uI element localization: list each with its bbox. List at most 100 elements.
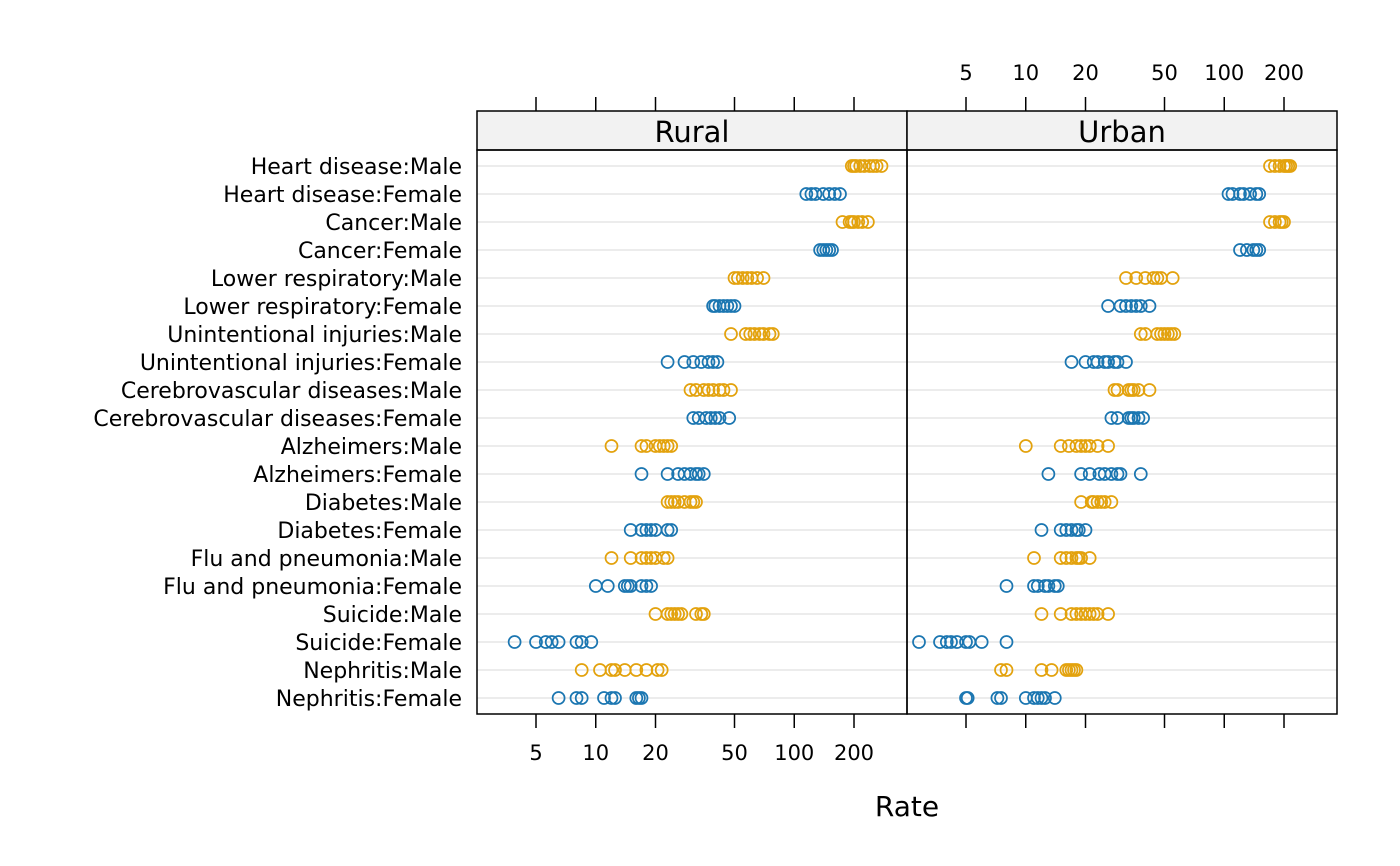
category-label: Unintentional injuries:Female bbox=[140, 351, 462, 376]
data-point bbox=[727, 299, 742, 313]
data-point bbox=[1090, 495, 1105, 509]
data-point bbox=[738, 327, 753, 341]
data-point bbox=[686, 411, 701, 425]
data-point bbox=[716, 383, 731, 397]
data-point bbox=[660, 355, 675, 369]
panel-title-rural: Rural bbox=[655, 115, 730, 149]
panel-border bbox=[906, 149, 1338, 715]
data-point bbox=[1243, 187, 1257, 201]
x-tick-label: 20 bbox=[642, 741, 669, 765]
category-label: Suicide:Male bbox=[323, 603, 462, 628]
category-label: Cancer:Female bbox=[298, 239, 462, 264]
data-point bbox=[1053, 523, 1068, 537]
data-point bbox=[1101, 607, 1115, 621]
data-point bbox=[634, 579, 649, 593]
data-point bbox=[944, 635, 958, 649]
data-point bbox=[608, 663, 622, 677]
data-point bbox=[1050, 579, 1065, 593]
data-point bbox=[1101, 439, 1115, 453]
data-point bbox=[1104, 495, 1119, 509]
data-point bbox=[1277, 215, 1291, 229]
data-point bbox=[1133, 327, 1148, 341]
category-label: Suicide:Female bbox=[295, 631, 462, 656]
data-point bbox=[1252, 187, 1267, 201]
data-point bbox=[1263, 159, 1277, 173]
x-tick-label: 5 bbox=[959, 61, 972, 85]
x-tick-label: 5 bbox=[529, 741, 542, 765]
data-point bbox=[1082, 439, 1097, 453]
data-point bbox=[708, 411, 723, 425]
data-point bbox=[1268, 215, 1282, 229]
data-point bbox=[1101, 355, 1115, 369]
data-point bbox=[994, 691, 1008, 705]
data-point bbox=[1086, 355, 1101, 369]
data-point bbox=[696, 383, 711, 397]
data-point bbox=[959, 635, 973, 649]
data-point bbox=[1129, 271, 1144, 285]
data-point bbox=[689, 495, 703, 509]
data-point bbox=[604, 439, 619, 453]
data-point bbox=[1090, 355, 1105, 369]
data-point bbox=[756, 271, 771, 285]
category-label: Flu and pneumonia:Male bbox=[191, 547, 462, 572]
x-tick-label: 200 bbox=[834, 741, 874, 765]
data-point bbox=[933, 635, 947, 649]
category-label: Heart disease:Male bbox=[251, 155, 462, 180]
data-point bbox=[660, 439, 675, 453]
data-point bbox=[656, 439, 671, 453]
category-label: Flu and pneumonia:Female bbox=[163, 575, 462, 600]
data-point bbox=[822, 187, 837, 201]
data-point bbox=[696, 607, 711, 621]
data-point bbox=[584, 635, 599, 649]
data-point bbox=[629, 663, 644, 677]
data-point bbox=[600, 579, 615, 593]
data-point bbox=[1030, 691, 1045, 705]
data-point bbox=[683, 467, 698, 481]
data-point bbox=[634, 523, 649, 537]
data-point bbox=[861, 215, 875, 229]
data-point bbox=[507, 635, 522, 649]
data-point bbox=[1069, 607, 1084, 621]
data-point bbox=[1041, 467, 1056, 481]
data-point bbox=[1090, 607, 1105, 621]
data-point bbox=[1027, 551, 1041, 565]
data-point bbox=[1165, 271, 1180, 285]
data-point bbox=[1064, 523, 1079, 537]
data-point bbox=[722, 411, 737, 425]
data-point bbox=[1283, 159, 1298, 173]
data-point bbox=[1034, 691, 1049, 705]
x-tick-label: 50 bbox=[721, 741, 748, 765]
data-point bbox=[1142, 383, 1157, 397]
data-point bbox=[656, 551, 671, 565]
data-point bbox=[639, 523, 654, 537]
data-point bbox=[1069, 663, 1084, 677]
category-label: Nephritis:Male bbox=[303, 659, 462, 684]
data-point bbox=[827, 187, 842, 201]
data-point bbox=[866, 159, 881, 173]
data-point bbox=[1150, 327, 1165, 341]
data-point bbox=[1233, 187, 1247, 201]
data-point bbox=[1119, 355, 1133, 369]
data-point bbox=[683, 383, 698, 397]
data-point bbox=[1078, 523, 1093, 537]
data-point bbox=[743, 327, 758, 341]
data-point bbox=[1225, 187, 1240, 201]
data-point bbox=[660, 607, 675, 621]
data-point bbox=[703, 411, 718, 425]
data-point bbox=[1086, 607, 1101, 621]
data-point bbox=[874, 159, 889, 173]
data-point bbox=[1044, 663, 1059, 677]
data-point bbox=[1074, 551, 1088, 565]
data-point bbox=[634, 467, 649, 481]
data-point bbox=[639, 551, 654, 565]
data-point bbox=[1018, 439, 1033, 453]
data-point bbox=[639, 579, 654, 593]
category-label: Cancer:Male bbox=[325, 211, 462, 236]
data-point bbox=[1064, 607, 1079, 621]
data-point bbox=[1034, 523, 1049, 537]
data-point bbox=[750, 271, 764, 285]
category-label: Lower respiratory:Male bbox=[211, 267, 462, 292]
data-point bbox=[735, 271, 750, 285]
category-label: Lower respiratory:Female bbox=[183, 295, 462, 320]
x-tick-label: 100 bbox=[1204, 61, 1244, 85]
